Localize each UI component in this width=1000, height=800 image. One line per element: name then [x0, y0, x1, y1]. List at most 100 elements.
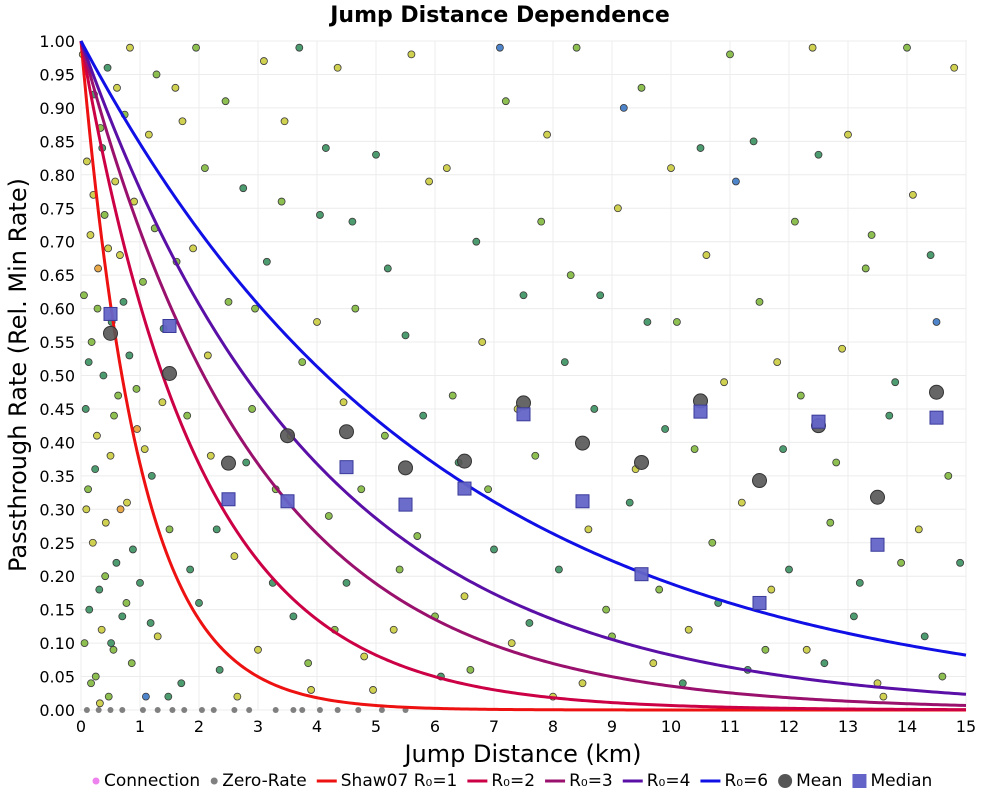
connection-point — [132, 384, 141, 393]
connection-point — [519, 291, 528, 300]
connection-point — [348, 217, 357, 226]
legend-item: Median — [852, 771, 932, 791]
curve-r0-3 — [79, 40, 967, 707]
connection-point — [107, 639, 115, 647]
connection-point — [119, 298, 128, 306]
mean-marker — [162, 365, 177, 381]
connection-point — [333, 63, 342, 72]
connection-point — [259, 57, 268, 65]
connection-point — [165, 525, 174, 534]
x-tick-label: 11 — [720, 717, 740, 736]
y-tick-label: 0.80 — [39, 166, 75, 185]
curve-r0-6 — [79, 40, 967, 657]
legend-item: R₀=3 — [545, 771, 613, 791]
connection-point — [914, 525, 923, 534]
connection-point — [419, 411, 428, 420]
connection-point — [950, 63, 959, 72]
legend-label: R₀=2 — [491, 771, 535, 791]
connection-point — [277, 197, 286, 206]
connection-point — [380, 431, 389, 440]
connection-point — [460, 592, 469, 601]
legend-label: Median — [870, 771, 932, 791]
connection-point — [280, 117, 289, 126]
median-marker — [339, 460, 354, 475]
connection-point — [357, 485, 366, 494]
connection-point — [113, 83, 121, 92]
connection-point — [920, 632, 929, 641]
connection-point — [116, 505, 125, 514]
connection-point — [531, 451, 540, 460]
connection-point — [84, 358, 93, 367]
connection-point — [136, 578, 144, 587]
y-tick-label: 0.85 — [39, 132, 75, 151]
connection-point — [324, 512, 333, 520]
legend-item: R₀=2 — [467, 771, 535, 791]
connection-point — [171, 83, 180, 92]
connection-point — [572, 43, 581, 52]
connection-point — [407, 50, 416, 59]
connection-point — [248, 405, 257, 413]
x-tick-label: 5 — [371, 717, 381, 736]
connection-point — [186, 565, 195, 574]
connection-point — [726, 50, 734, 59]
connection-point — [796, 391, 805, 400]
connection-point — [82, 505, 91, 514]
legend-symbol — [778, 774, 793, 788]
zero-rate-point — [272, 707, 279, 713]
connection-point — [732, 177, 740, 186]
y-tick-label: 0.25 — [39, 534, 75, 553]
connection-point — [401, 331, 410, 340]
connection-point — [761, 645, 770, 654]
connection-point — [351, 304, 360, 313]
mean-marker — [752, 473, 767, 489]
connection-point — [200, 164, 209, 173]
connection-point — [537, 217, 546, 226]
connection-point — [566, 271, 575, 280]
connection-point — [673, 318, 681, 326]
connection-point — [525, 619, 534, 627]
zero-rate-point — [198, 707, 205, 713]
connection-point — [885, 411, 894, 420]
legend-symbol — [852, 774, 867, 788]
connection-point — [146, 619, 155, 627]
connection-point — [938, 672, 947, 681]
connection-point — [83, 157, 91, 166]
connection-point — [230, 552, 239, 561]
curves — [79, 40, 967, 712]
connection-point — [224, 298, 233, 306]
connection-point — [372, 150, 380, 159]
connection-point — [84, 485, 92, 494]
connection-point — [106, 451, 115, 460]
legend-label: Shaw07 R₀=1 — [341, 771, 458, 791]
legend-item: R₀=4 — [622, 771, 690, 791]
connection-point — [767, 585, 776, 594]
legend-item: Mean — [778, 771, 842, 791]
median-marker — [457, 481, 472, 496]
zero-rate-point — [95, 707, 102, 713]
zero-rate-point — [119, 707, 126, 713]
y-tick-label: 0.95 — [39, 65, 75, 84]
connection-point — [779, 445, 787, 453]
legend-label: Connection — [104, 771, 200, 791]
y-tick-label: 0.90 — [39, 99, 75, 118]
connection-point — [678, 679, 687, 688]
y-tick-label: 0.70 — [39, 233, 75, 252]
connection-point — [298, 358, 307, 367]
connection-point — [838, 344, 846, 353]
x-tick-label: 15 — [956, 717, 976, 736]
connection-point — [667, 164, 675, 173]
connection-point — [203, 351, 212, 360]
connection-point — [307, 686, 316, 694]
scatter-points — [78, 43, 964, 713]
connection-point — [702, 251, 711, 259]
median-marker — [811, 414, 826, 429]
connection-point — [152, 70, 161, 79]
connection-point — [111, 177, 120, 186]
connection-point — [395, 565, 404, 574]
median-marker — [929, 410, 944, 425]
connection-point — [295, 43, 304, 52]
y-tick-label: 0.50 — [39, 367, 75, 386]
y-tick-label: 0.45 — [39, 400, 75, 419]
median-marker — [752, 595, 767, 610]
